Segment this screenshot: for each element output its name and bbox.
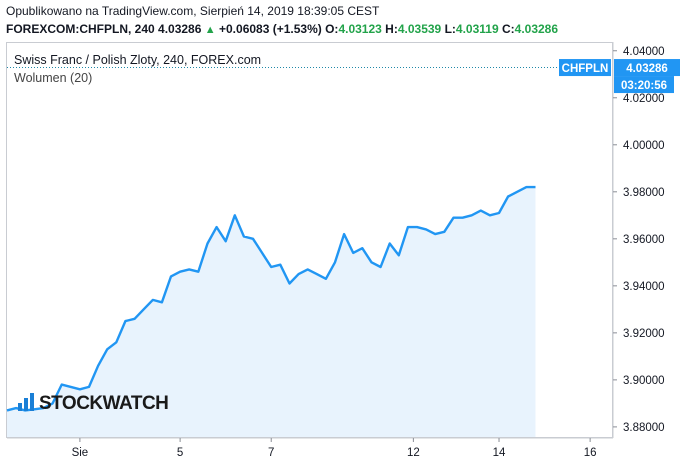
volume-indicator-label[interactable]: Wolumen (20) [14,71,93,85]
y-tick-label: 3.94000 [623,281,665,293]
header-price: 4.03286 [158,22,202,36]
symbol-label-box [559,59,611,77]
y-tick-label: 3.90000 [623,375,665,387]
countdown-label: 03:20:56 [621,80,667,92]
open-label: O: [325,22,339,36]
stockwatch-logo: STOCKWATCH [17,392,169,415]
up-arrow-icon: ▲ [204,24,216,36]
y-tick-label: 3.96000 [623,234,665,246]
price-line [6,185,536,412]
x-tick-label: 12 [407,447,420,459]
symbol-interval: FOREXCOM:CHFPLN, 240 [6,22,155,36]
close-label: C: [501,22,515,36]
chart-title: Swiss Franc / Polish Zloty, 240, FOREX.c… [14,53,262,67]
low-label: L: [444,22,456,36]
stockwatch-logo-text: STOCKWATCH [39,393,169,414]
x-tick-label: 14 [493,447,506,459]
y-tick-label: 3.92000 [623,328,665,340]
stockwatch-logo-icon [18,393,34,411]
ohlc-header: FOREXCOM:CHFPLN, 240 4.03286 ▲ +0.06083 … [6,22,558,36]
header-change: +0.06083 (+1.53%) [219,22,322,36]
symbol-label: CHFPLN [562,63,609,75]
low-value: 4.03119 [455,22,499,36]
high-label: H: [385,22,398,36]
last-price-label-box [614,59,680,77]
y-tick-label: 4.00000 [623,140,665,152]
x-tick-label: 5 [177,447,183,459]
x-tick-label: 16 [584,447,597,459]
y-tick-label: 3.88000 [623,422,665,434]
open-value: 4.03123 [338,22,382,36]
close-value: 4.03286 [514,22,559,36]
last-price-label: 4.03286 [626,63,668,75]
x-tick-label: Sie [72,447,89,459]
price-area [7,187,536,437]
y-tick-label: 4.04000 [623,46,665,58]
published-info: Opublikowano na TradingView.com, Sierpie… [6,4,380,18]
high-value: 4.03539 [397,22,442,36]
x-tick-label: 7 [268,447,274,459]
y-tick-label: 3.98000 [623,187,665,199]
y-tick-label: 4.02000 [623,93,665,105]
countdown-label-box [614,76,674,94]
